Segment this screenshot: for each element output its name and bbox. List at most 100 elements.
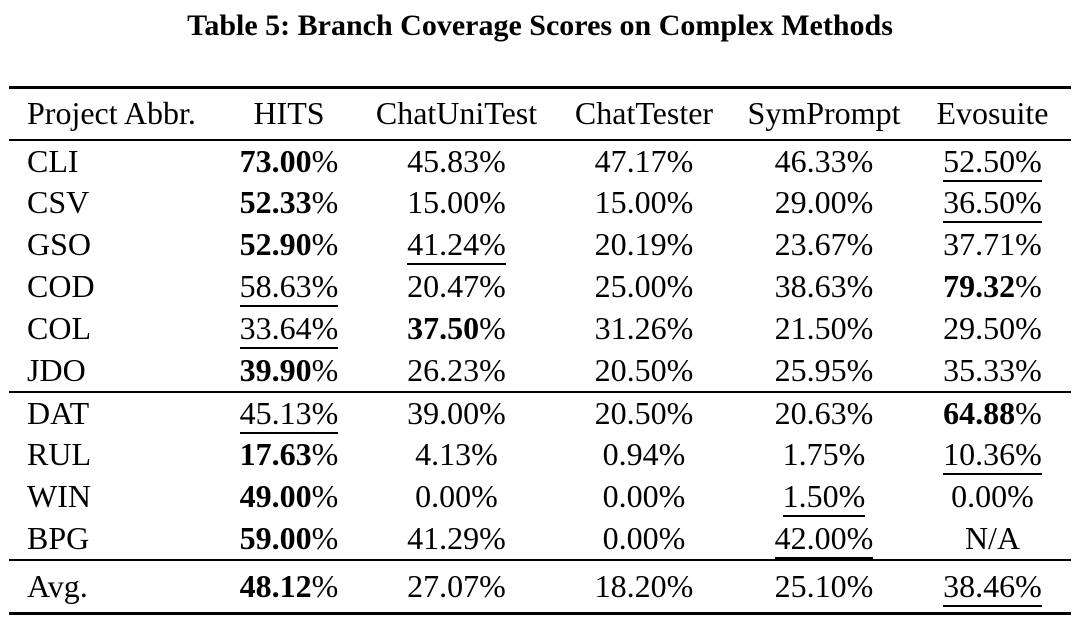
coverage-table: Project Abbr. HITS ChatUniTest ChatTeste… <box>9 86 1071 615</box>
column-header-symprompt: SymPrompt <box>747 95 901 132</box>
table-row: WIN 49.00% 0.00% 0.00% 1.50% 0.00% <box>9 476 1071 518</box>
score-cell: 10.36% <box>914 434 1071 476</box>
score-cell: 1.75% <box>782 436 866 472</box>
score-cell: 37.50% <box>407 310 506 346</box>
underlined-score: 42.00% <box>774 519 874 559</box>
score-cell: 0.00% <box>602 519 686 556</box>
underlined-score: 41.24% <box>407 226 506 265</box>
score-cell: 42.00% <box>734 518 914 560</box>
column-header-hits: HITS <box>253 95 325 132</box>
column-header-evosuite: Evosuite <box>936 95 1049 132</box>
row-label: JDO <box>27 351 86 388</box>
score-cell: 52.90% <box>239 226 339 262</box>
table-group-1: CLI 73.00% 45.83% 47.17% 46.33% 52.50% CSV 52.3… <box>9 140 1071 392</box>
row-label: RUL <box>27 436 91 472</box>
score-cell: 39.90% <box>239 351 339 388</box>
table-row: DAT 45.13% 39.00% 20.50% 20.63% 64.88% <box>9 392 1071 434</box>
score-cell: 4.13% <box>415 436 498 472</box>
underlined-score: 58.63% <box>239 268 339 307</box>
row-label: BPG <box>27 519 90 556</box>
score-cell: 20.50% <box>594 394 694 431</box>
score-cell: 20.47% <box>407 268 506 304</box>
score-cell: 35.33% <box>943 351 1042 388</box>
score-cell: 45.13% <box>219 392 359 434</box>
table-row: RUL 17.63% 4.13% 0.94% 1.75% 10.36% <box>9 434 1071 476</box>
score-cell: 39.00% <box>407 394 506 431</box>
score-cell: 15.00% <box>594 184 694 220</box>
row-label: COD <box>27 268 95 304</box>
score-cell: 20.63% <box>774 394 874 431</box>
header-row: Project Abbr. HITS ChatUniTest ChatTeste… <box>9 88 1071 140</box>
underlined-score: 1.50% <box>782 478 866 517</box>
score-cell: 29.00% <box>774 184 874 220</box>
score-cell: 47.17% <box>594 142 694 179</box>
score-cell: 23.67% <box>774 226 874 262</box>
score-cell: 21.50% <box>774 310 874 346</box>
table-row: COD 58.63% 20.47% 25.00% 38.63% 79.32% <box>9 266 1071 308</box>
score-cell: 52.50% <box>914 140 1071 182</box>
table-row: CLI 73.00% 45.83% 47.17% 46.33% 52.50% <box>9 140 1071 182</box>
score-cell: 64.88% <box>943 394 1042 431</box>
row-label: CSV <box>27 184 90 220</box>
table-group-average: Avg. 48.12% 27.07% 18.20% 25.10% 38.46% <box>9 559 1071 614</box>
underlined-score: 45.13% <box>239 394 339 434</box>
score-cell: 49.00% <box>239 478 339 514</box>
score-cell: 20.50% <box>594 351 694 388</box>
score-cell: 41.24% <box>359 224 554 266</box>
score-cell: 0.00% <box>951 478 1034 514</box>
underlined-score: 33.64% <box>239 310 339 349</box>
score-cell: 79.32% <box>943 268 1042 304</box>
row-label: CLI <box>27 142 79 179</box>
score-cell: 45.83% <box>407 142 506 179</box>
column-header-chattester: ChatTester <box>574 95 714 132</box>
score-cell: 1.50% <box>734 476 914 518</box>
score-cell: 48.12% <box>239 567 339 604</box>
score-cell: 29.50% <box>943 310 1042 346</box>
score-cell: 20.19% <box>594 226 694 262</box>
score-cell: 15.00% <box>407 184 506 220</box>
score-cell: 59.00% <box>239 519 339 556</box>
score-cell: 37.71% <box>943 226 1042 262</box>
table-row: JDO 39.90% 26.23% 20.50% 25.95% 35.33% <box>9 350 1071 392</box>
table-caption: Table 5: Branch Coverage Scores on Compl… <box>187 9 893 42</box>
score-cell: 52.33% <box>239 184 339 220</box>
underlined-score: 52.50% <box>943 142 1042 182</box>
score-cell: 0.94% <box>602 436 686 472</box>
table-row: CSV 52.33% 15.00% 15.00% 29.00% 36.50% <box>9 182 1071 224</box>
score-cell: 26.23% <box>407 351 506 388</box>
underlined-score: 38.46% <box>943 567 1042 607</box>
row-label: DAT <box>27 394 90 431</box>
table-row: Avg. 48.12% 27.07% 18.20% 25.10% 38.46% <box>9 560 1071 614</box>
underlined-score: 36.50% <box>943 184 1042 223</box>
score-cell: 73.00% <box>239 142 339 179</box>
score-cell: 25.00% <box>594 268 694 304</box>
score-cell: 25.10% <box>774 567 874 604</box>
score-cell: 17.63% <box>239 436 339 472</box>
column-header-chatunitest: ChatUniTest <box>375 95 538 132</box>
score-cell: 36.50% <box>914 182 1071 224</box>
table-row: COL 33.64% 37.50% 31.26% 21.50% 29.50% <box>9 308 1071 350</box>
score-cell: 58.63% <box>219 266 359 308</box>
row-label: COL <box>27 310 91 346</box>
column-header-project: Project Abbr. <box>27 95 196 132</box>
score-cell: 31.26% <box>594 310 694 346</box>
row-label: Avg. <box>27 567 88 604</box>
row-label: WIN <box>27 478 91 514</box>
score-cell: N/A <box>964 519 1021 556</box>
table-row: GSO 52.90% 41.24% 20.19% 23.67% 37.71% <box>9 224 1071 266</box>
score-cell: 41.29% <box>407 519 506 556</box>
score-cell: 25.95% <box>774 351 874 388</box>
score-cell: 33.64% <box>219 308 359 350</box>
score-cell: 38.63% <box>774 268 874 304</box>
table-group-2: DAT 45.13% 39.00% 20.50% 20.63% 64.88% RUL 17.6… <box>9 391 1071 560</box>
underlined-score: 10.36% <box>943 436 1042 475</box>
table-header: Project Abbr. HITS ChatUniTest ChatTeste… <box>9 88 1071 140</box>
score-cell: 0.00% <box>415 478 498 514</box>
score-cell: 46.33% <box>774 142 874 179</box>
score-cell: 27.07% <box>407 567 506 604</box>
row-label: GSO <box>27 226 92 262</box>
table-row: BPG 59.00% 41.29% 0.00% 42.00% N/A <box>9 518 1071 560</box>
score-cell: 38.46% <box>914 560 1071 614</box>
score-cell: 18.20% <box>594 567 694 604</box>
